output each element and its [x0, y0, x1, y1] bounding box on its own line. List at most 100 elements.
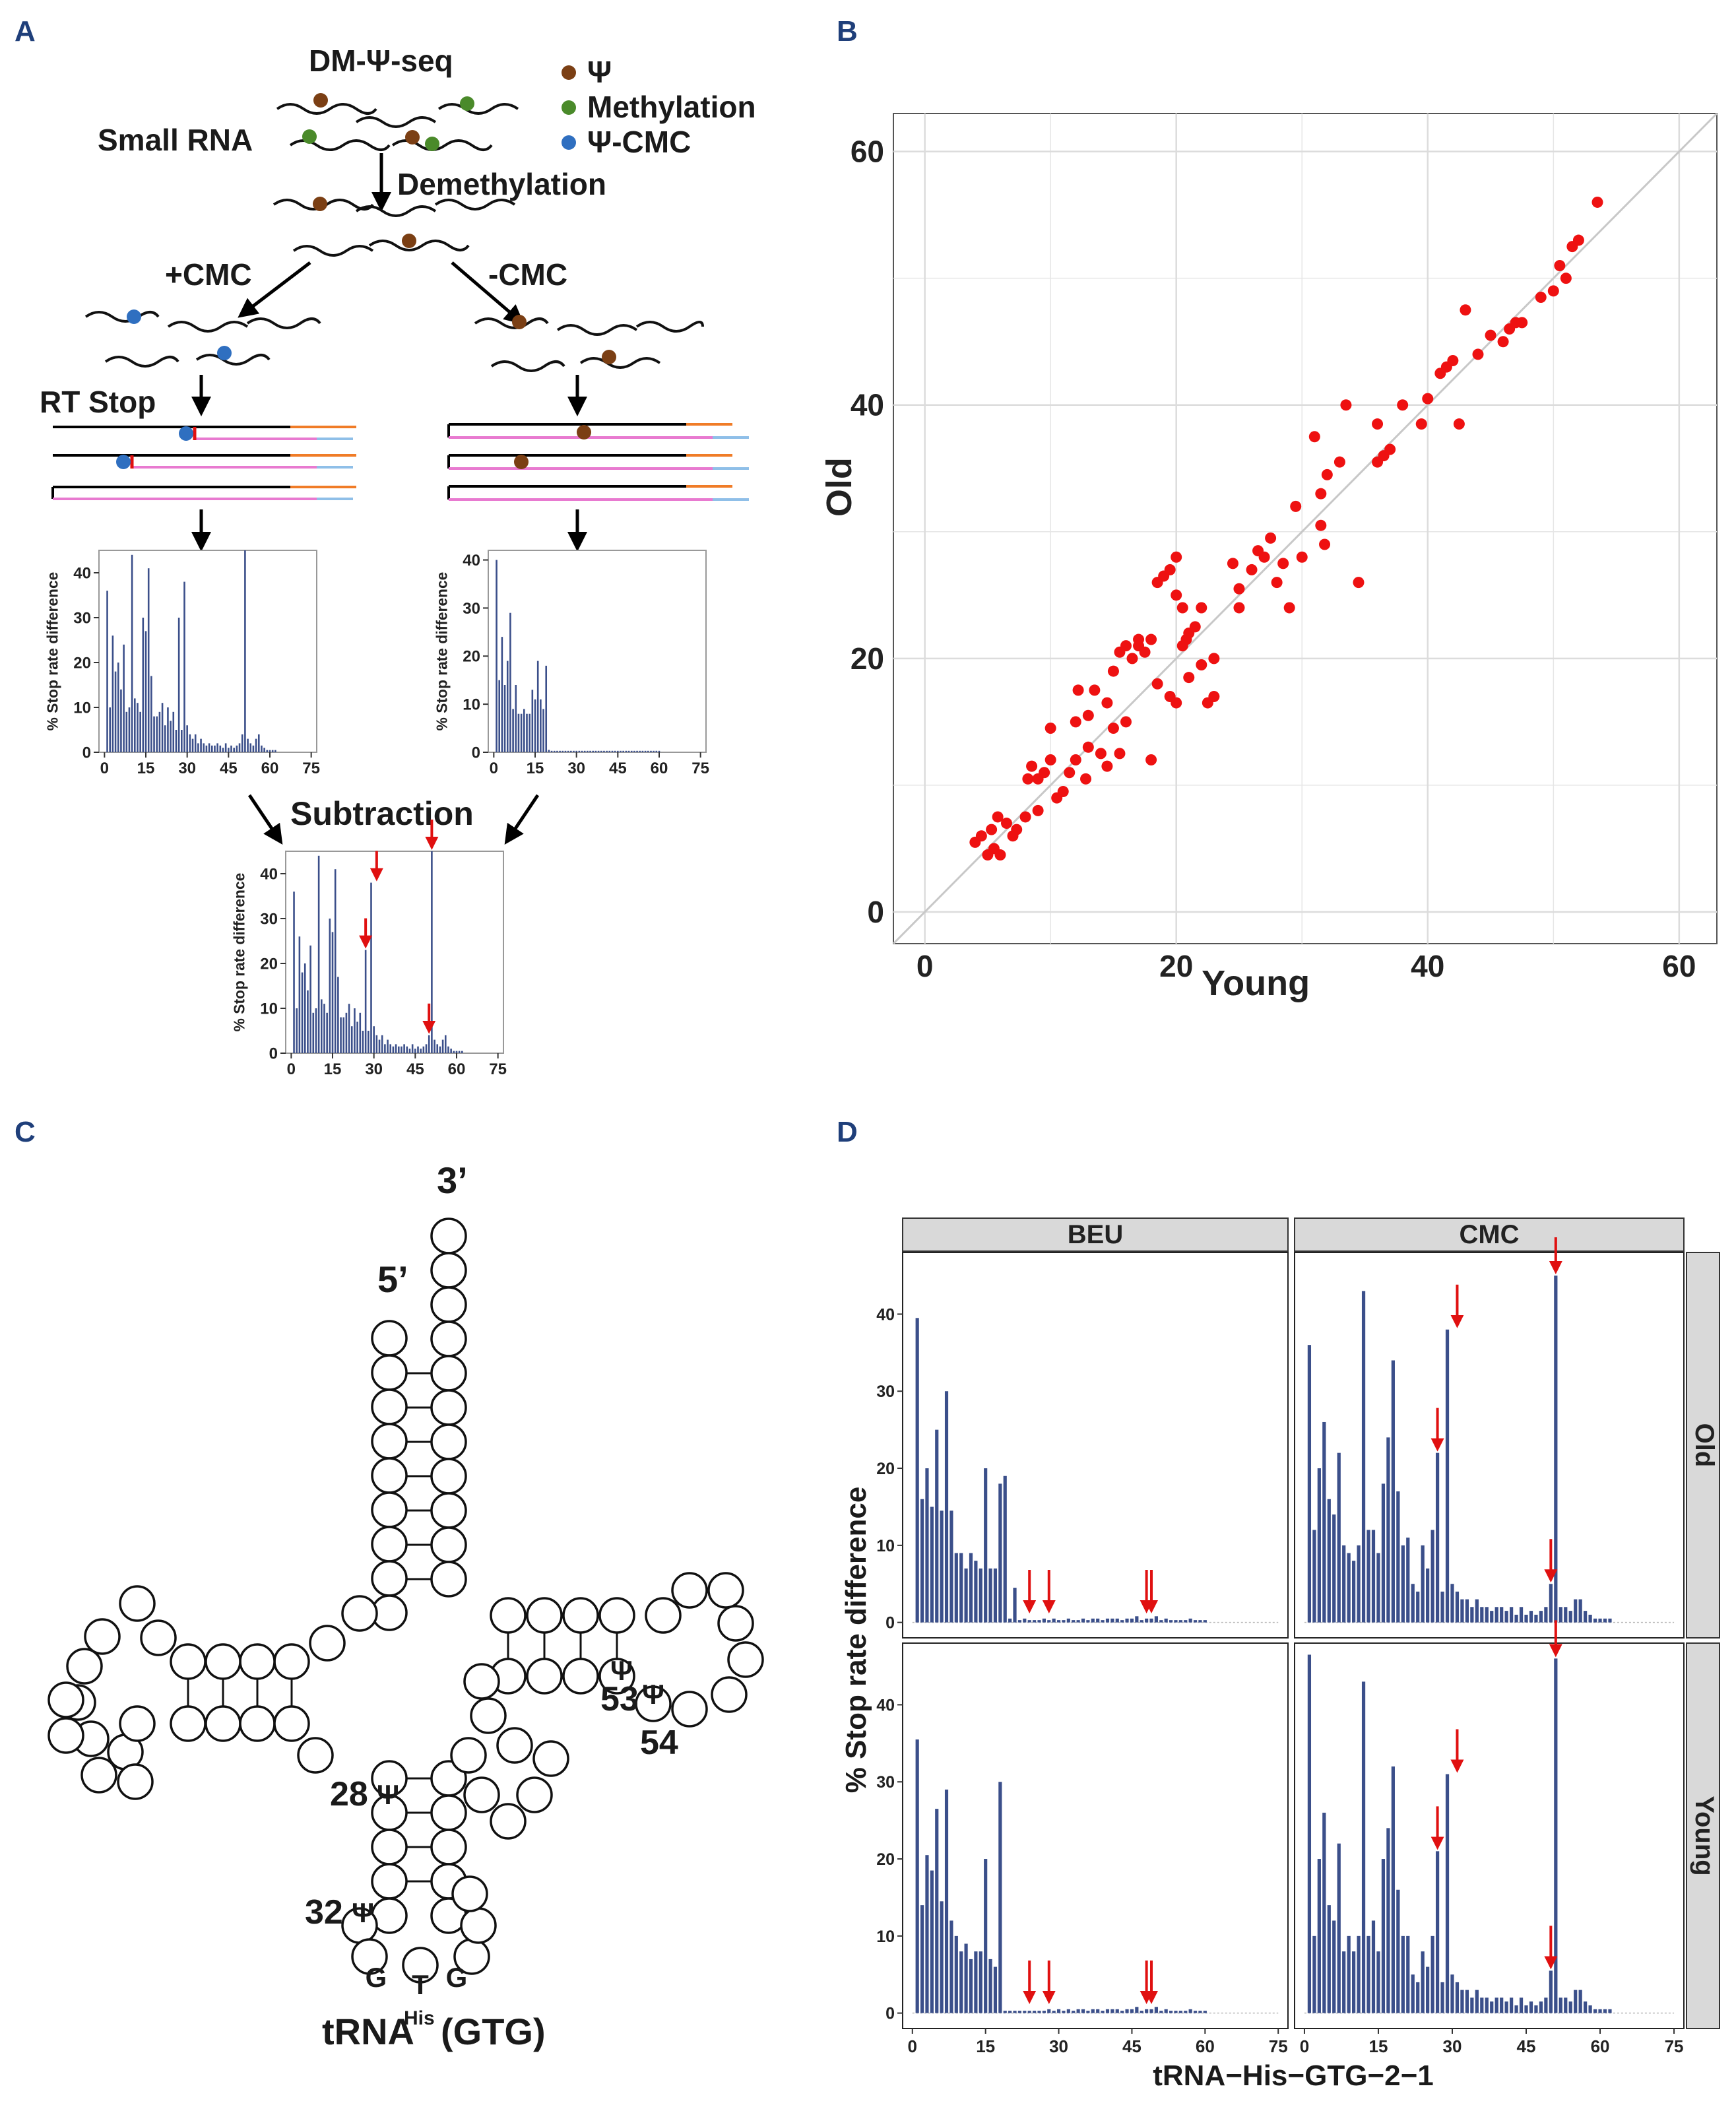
strip-young-label: Young — [1690, 1796, 1719, 1875]
bar — [403, 1044, 405, 1053]
bar — [1371, 1530, 1376, 1623]
bar — [326, 1012, 328, 1053]
bar — [630, 750, 633, 752]
bar — [1307, 1654, 1312, 2013]
nucleotide — [341, 1595, 378, 1632]
nucleotide — [430, 1252, 467, 1289]
data-point — [1554, 259, 1566, 271]
bar — [1027, 1620, 1031, 1623]
nucleotide-circles — [48, 1217, 764, 1984]
bar — [274, 750, 276, 752]
bar — [964, 1568, 968, 1623]
bar — [345, 1012, 348, 1053]
bar — [940, 1901, 944, 2013]
psi-dot — [313, 93, 328, 108]
data-point — [992, 811, 1004, 823]
bar — [397, 1046, 400, 1053]
bar — [425, 1044, 428, 1053]
bar — [581, 750, 583, 752]
data-point — [1353, 577, 1365, 589]
five-prime-label: 5’ — [377, 1258, 408, 1300]
bar — [644, 750, 647, 752]
bar — [1578, 1990, 1582, 2013]
bar — [620, 750, 622, 752]
data-point — [1572, 234, 1584, 246]
bar — [1376, 1951, 1380, 2013]
bar — [261, 745, 263, 752]
bar — [1593, 1618, 1597, 1623]
bar — [329, 919, 331, 1053]
bar — [1312, 1530, 1316, 1623]
x-tick-label: 45 — [220, 760, 238, 777]
bar — [608, 750, 611, 752]
bar — [1519, 1607, 1524, 1623]
bar — [247, 738, 249, 752]
bar — [161, 703, 164, 752]
bar — [655, 750, 658, 752]
bar — [959, 1553, 963, 1623]
data-point — [1321, 469, 1333, 480]
legend-psi-label: Ψ — [587, 55, 612, 89]
bar — [1033, 2011, 1037, 2013]
bar — [1322, 1421, 1326, 1623]
bar — [1332, 1920, 1336, 2013]
x-tick-label: 75 — [1269, 2036, 1288, 2056]
nucleotide — [526, 1597, 563, 1634]
bar — [954, 1553, 958, 1623]
bar — [1342, 1951, 1346, 2013]
y-tick-label: 20 — [876, 1850, 895, 1869]
anticodon-t: T — [412, 1969, 429, 2000]
bar — [988, 1568, 992, 1623]
bar — [298, 936, 301, 1053]
nucleotide — [496, 1727, 533, 1764]
bar — [506, 661, 509, 752]
rt-diagram-minus — [447, 423, 749, 501]
bar — [364, 950, 367, 1053]
bar — [1052, 1618, 1056, 1623]
data-point — [1164, 564, 1176, 575]
data-point — [1080, 773, 1092, 785]
bar — [401, 1046, 402, 1053]
bar — [1495, 1997, 1498, 2013]
strip-old — [1686, 1252, 1720, 1639]
bar — [1115, 2009, 1119, 2013]
bar — [1178, 2011, 1182, 2013]
nucleotide — [727, 1641, 764, 1678]
nucleotide — [119, 1705, 156, 1742]
bar — [1203, 1620, 1207, 1623]
bar — [653, 750, 655, 752]
bar — [1480, 1997, 1484, 2013]
arrow-subtract-right — [504, 794, 540, 845]
data-point — [1208, 653, 1220, 665]
bar — [1008, 1618, 1012, 1623]
bar — [1120, 1620, 1124, 1623]
nucleotide — [711, 1676, 748, 1713]
x-axis-label: Young — [1202, 963, 1310, 1003]
bar — [1337, 1843, 1341, 2013]
data-point — [1258, 551, 1270, 563]
chart-a-plus-cmc: 0 15 30 45 60 75 0 10 20 30 40 % Stop rate differen… — [44, 550, 320, 777]
bar — [1534, 1614, 1538, 1623]
psi-cmc-dot — [127, 309, 141, 324]
data-point — [975, 830, 987, 842]
data-point — [1032, 804, 1044, 816]
y-tick-label: 20 — [260, 955, 278, 973]
psi-28-symbol: Ψ — [377, 1779, 399, 1810]
x-tick-label: 75 — [302, 760, 320, 777]
x-tick-label: 45 — [1517, 2036, 1536, 2056]
bar — [1042, 2011, 1046, 2013]
nucleotide — [273, 1705, 310, 1742]
data-point — [1019, 811, 1031, 823]
bar — [1135, 2007, 1139, 2013]
three-prime-label: 3’ — [437, 1159, 468, 1201]
minus-cmc-strands — [474, 317, 704, 372]
bar — [1105, 1618, 1110, 1623]
bar — [1391, 1766, 1395, 2013]
bar — [266, 750, 269, 752]
data-point — [1319, 538, 1331, 550]
data-point — [1171, 697, 1182, 709]
bar — [1559, 1997, 1562, 2013]
nucleotide — [463, 1663, 500, 1700]
bar — [1529, 1611, 1533, 1623]
bar — [556, 750, 558, 752]
